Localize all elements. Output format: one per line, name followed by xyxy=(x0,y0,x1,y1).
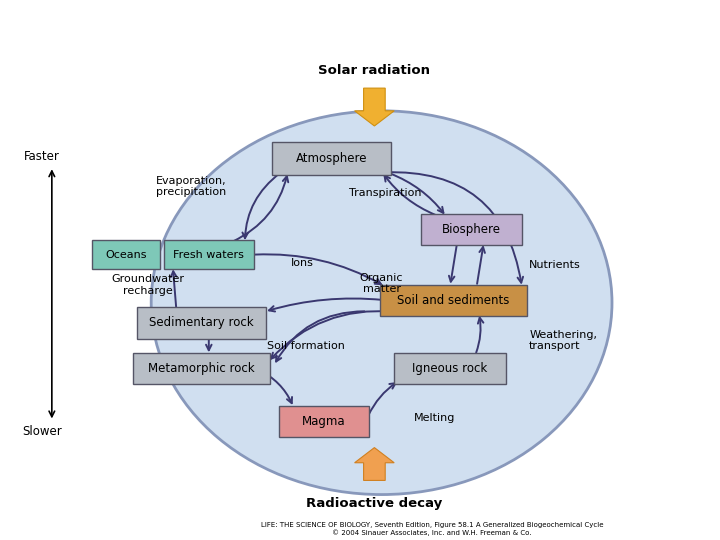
FancyBboxPatch shape xyxy=(395,353,505,384)
Text: Biosphere: Biosphere xyxy=(442,223,501,236)
Text: Evaporation,
precipitation: Evaporation, precipitation xyxy=(156,176,226,197)
Ellipse shape xyxy=(151,111,612,495)
Text: Fresh waters: Fresh waters xyxy=(174,249,244,260)
Text: Oceans: Oceans xyxy=(105,249,147,260)
Text: Soil and sediments: Soil and sediments xyxy=(397,294,510,307)
Text: Igneous rock: Igneous rock xyxy=(413,362,487,375)
FancyBboxPatch shape xyxy=(163,240,253,269)
Text: Faster: Faster xyxy=(24,150,60,163)
FancyBboxPatch shape xyxy=(272,143,390,175)
FancyBboxPatch shape xyxy=(279,406,369,437)
FancyBboxPatch shape xyxy=(91,240,160,269)
Text: Soil formation: Soil formation xyxy=(267,341,345,350)
FancyBboxPatch shape xyxy=(137,307,266,339)
Text: Slower: Slower xyxy=(22,425,62,438)
Text: LIFE: THE SCIENCE OF BIOLOGY, Seventh Edition, Figure 58.1 A Generalized Biogeoc: LIFE: THE SCIENCE OF BIOLOGY, Seventh Ed… xyxy=(261,522,603,536)
Text: Organic
matter: Organic matter xyxy=(360,273,403,294)
Text: Magma: Magma xyxy=(302,415,346,428)
Text: Transpiration: Transpiration xyxy=(349,187,421,198)
Text: Radioactive decay: Radioactive decay xyxy=(306,497,443,510)
Text: Solar radiation: Solar radiation xyxy=(318,64,431,77)
Text: Groundwater
recharge: Groundwater recharge xyxy=(111,274,184,296)
Text: Melting: Melting xyxy=(414,413,455,423)
FancyBboxPatch shape xyxy=(133,353,270,384)
Text: Atmosphere: Atmosphere xyxy=(295,152,367,165)
Text: Weathering,
transport: Weathering, transport xyxy=(529,330,597,352)
Text: Metamorphic rock: Metamorphic rock xyxy=(148,362,255,375)
FancyBboxPatch shape xyxy=(380,285,527,316)
Text: Figure 58.1  A Generalized Biogeochemical Cycle: Figure 58.1 A Generalized Biogeochemical… xyxy=(9,11,317,24)
Text: Nutrients: Nutrients xyxy=(529,260,581,270)
FancyArrow shape xyxy=(355,88,395,126)
FancyBboxPatch shape xyxy=(421,214,522,245)
FancyArrow shape xyxy=(355,448,395,481)
Text: Ions: Ions xyxy=(291,258,314,268)
Text: Sedimentary rock: Sedimentary rock xyxy=(149,316,254,329)
